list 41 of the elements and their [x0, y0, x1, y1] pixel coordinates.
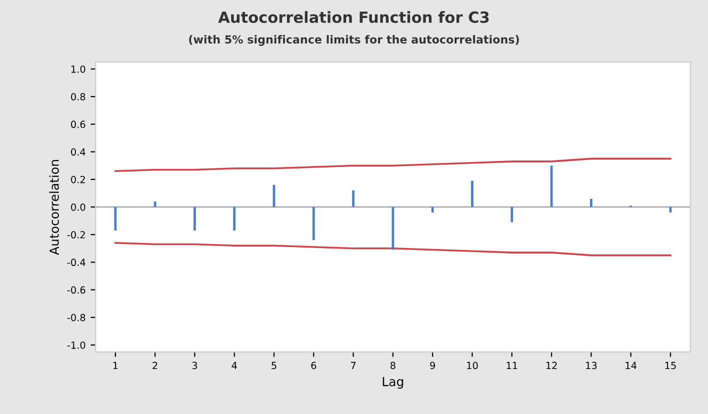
y-tick-label: 0.6 [71, 120, 86, 128]
x-tick-label: 7 [350, 362, 356, 370]
bar [590, 198, 592, 207]
bar [352, 190, 354, 207]
x-tick-label: 10 [467, 362, 478, 370]
bar [510, 207, 514, 222]
y-tick-label: 1.0 [71, 65, 86, 73]
x-tick-label: 4 [232, 362, 237, 370]
line-series [114, 158, 672, 172]
bar [312, 207, 315, 240]
y-tick-label: 0.4 [71, 148, 86, 156]
bar [194, 207, 196, 230]
line-series [114, 242, 672, 256]
x-tick-label: 12 [546, 362, 557, 370]
bar [233, 207, 236, 230]
y-tick-label: -1.0 [67, 341, 86, 349]
x-tick-label: 9 [430, 362, 435, 370]
x-tick-label: 2 [152, 362, 158, 370]
bar [431, 207, 434, 213]
x-tick-label: 13 [586, 362, 597, 370]
x-tick-label: 5 [272, 362, 276, 370]
y-tick-label: -0.2 [67, 231, 85, 238]
bar [471, 180, 474, 207]
x-tick-label: 15 [665, 362, 676, 370]
chart-title: Autocorrelation Function for C3 [218, 11, 489, 23]
x-tick-label: 6 [311, 362, 316, 370]
y-tick-label: 0.8 [71, 93, 86, 100]
y-tick-label: -0.8 [67, 314, 86, 322]
y-tick-label: -0.6 [67, 286, 86, 294]
y-tick-label: -0.4 [67, 258, 86, 266]
x-tick-label: 11 [506, 362, 518, 370]
bar [114, 207, 117, 230]
x-tick-label: 1 [113, 362, 118, 370]
x-tick-label: 3 [192, 362, 198, 370]
x-tick-label: 14 [626, 362, 636, 370]
x-tick-label: 8 [390, 362, 396, 370]
chart-subtitle: (with 5% significance limits for the autocorrelations) [189, 35, 519, 46]
y-tick-label: 0.2 [71, 176, 85, 184]
y-axis-title: Autocorrelation [49, 160, 59, 255]
x-axis-title: Lag [382, 376, 404, 389]
y-tick-label: 0.0 [71, 203, 86, 211]
